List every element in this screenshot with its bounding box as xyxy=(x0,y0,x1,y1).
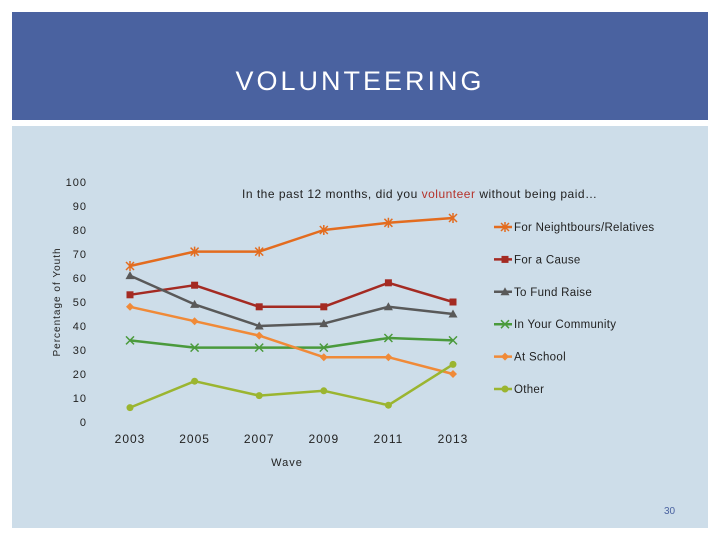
legend-marker xyxy=(500,319,510,329)
slide-header: VOLUNTEERING xyxy=(12,12,708,120)
x-tick-label: 2005 xyxy=(179,432,210,446)
data-point xyxy=(125,261,135,271)
data-point xyxy=(255,392,263,400)
legend-marker xyxy=(501,385,509,393)
x-tick-label: 2007 xyxy=(244,432,275,446)
legend-marker xyxy=(500,222,510,232)
page-number: 30 xyxy=(664,506,676,517)
data-point xyxy=(384,279,392,287)
data-point xyxy=(319,319,329,328)
data-point xyxy=(126,404,134,412)
y-tick-label: 40 xyxy=(73,321,87,333)
data-point xyxy=(449,360,457,368)
legend-label: For Neightbours/Relatives xyxy=(514,222,654,234)
slide-title: VOLUNTEERING xyxy=(235,66,485,96)
legend-label: For a Cause xyxy=(514,254,581,266)
data-point xyxy=(126,291,134,299)
x-tick-label: 2003 xyxy=(115,432,146,446)
data-point xyxy=(190,343,200,353)
data-point xyxy=(254,321,264,330)
data-point xyxy=(319,225,329,235)
data-point xyxy=(125,335,135,345)
y-tick-label: 70 xyxy=(73,249,87,261)
y-tick-label: 80 xyxy=(73,225,87,237)
data-point xyxy=(319,343,329,353)
data-point xyxy=(190,246,200,257)
chart-panel xyxy=(12,126,708,528)
data-point xyxy=(255,331,264,340)
data-point xyxy=(254,246,264,257)
data-point xyxy=(191,281,199,289)
data-point xyxy=(126,302,134,311)
data-point xyxy=(190,317,199,326)
data-point xyxy=(449,370,457,378)
y-tick-label: 30 xyxy=(73,345,87,357)
series-line xyxy=(129,363,454,409)
data-point xyxy=(384,353,393,362)
data-point xyxy=(190,299,200,308)
legend-label: At School xyxy=(514,352,566,364)
data-point xyxy=(384,401,392,409)
y-tick-label: 10 xyxy=(73,393,87,405)
legend-marker xyxy=(500,287,510,296)
y-tick-label: 20 xyxy=(73,369,87,381)
series-line xyxy=(129,274,454,328)
legend-label: To Fund Raise xyxy=(514,287,592,299)
y-tick-label: 90 xyxy=(73,201,87,213)
chart-title: In the past 12 months, did you volunteer… xyxy=(242,187,598,201)
data-point xyxy=(383,333,393,343)
data-point xyxy=(383,302,393,311)
y-tick-label: 0 xyxy=(80,417,87,429)
data-point xyxy=(320,303,328,311)
x-tick-label: 2011 xyxy=(373,432,403,446)
series-line xyxy=(129,216,454,268)
legend-label: Other xyxy=(514,384,544,396)
data-point xyxy=(448,213,458,223)
data-point xyxy=(383,217,393,228)
x-axis-title: Wave xyxy=(271,457,303,469)
data-point xyxy=(448,309,458,318)
data-point xyxy=(254,343,264,353)
y-tick-label: 60 xyxy=(73,273,87,285)
y-tick-label: 100 xyxy=(66,177,87,189)
data-point xyxy=(319,353,328,362)
legend-marker xyxy=(501,255,509,263)
data-point xyxy=(449,298,457,306)
y-tick-label: 50 xyxy=(73,297,87,309)
data-point xyxy=(255,303,263,311)
series-line xyxy=(129,281,454,309)
data-point xyxy=(191,377,199,385)
data-point xyxy=(125,271,135,280)
data-point xyxy=(320,387,328,395)
legend-marker xyxy=(501,352,509,361)
legend-label: In Your Community xyxy=(514,319,616,331)
y-axis-title: Percentage of Youth xyxy=(52,247,63,356)
x-tick-label: 2009 xyxy=(308,432,339,446)
data-point xyxy=(448,335,458,345)
x-tick-label: 2013 xyxy=(438,432,469,446)
series-line xyxy=(129,305,454,376)
